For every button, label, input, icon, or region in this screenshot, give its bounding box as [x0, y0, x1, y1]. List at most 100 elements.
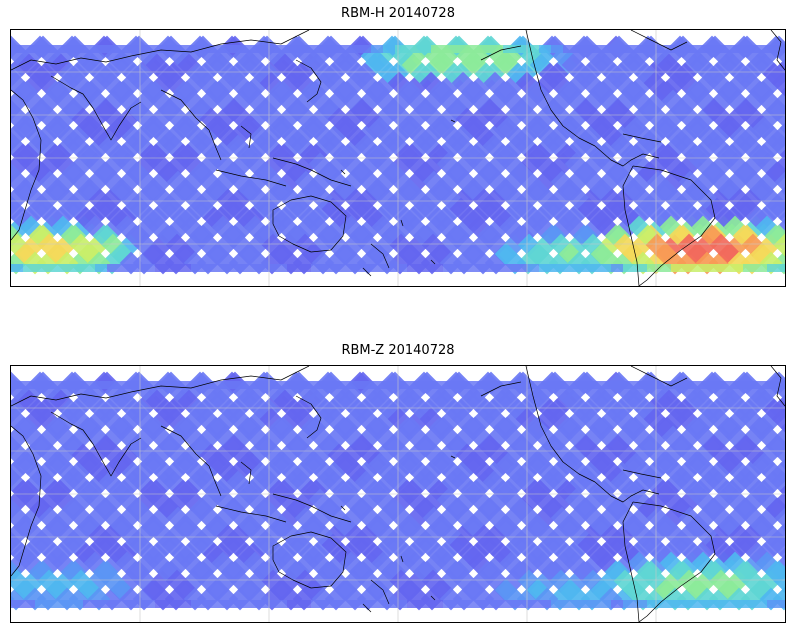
swath-edge: [527, 381, 539, 389]
swath-edge: [551, 264, 563, 272]
swath-edge: [239, 600, 251, 608]
swath-edge: [731, 600, 743, 608]
swath-edge: [491, 264, 503, 272]
coastline: [340, 169, 346, 175]
map-canvas-rbm-h: [11, 30, 785, 286]
swath-edge: [767, 381, 779, 389]
swath-cell: [775, 107, 785, 131]
swath-edge: [167, 381, 179, 389]
swath-edge: [407, 45, 419, 53]
swath-edge: [407, 381, 419, 389]
swath-edge: [275, 45, 287, 53]
swath-edge: [503, 264, 515, 272]
swath-edge: [59, 381, 71, 389]
swath-edge: [515, 45, 527, 53]
swath-edge: [587, 381, 599, 389]
swath-edge: [503, 45, 515, 53]
swath-edge: [659, 600, 671, 608]
swath-edge: [707, 381, 719, 389]
swath-edge: [371, 264, 383, 272]
swath-edge: [83, 381, 95, 389]
swath-edge: [779, 264, 785, 272]
map-panel-rbm-h: [10, 29, 786, 287]
swath-edge: [623, 600, 635, 608]
swath-edge: [695, 45, 707, 53]
swath-edge: [275, 264, 287, 272]
swath-edge: [395, 264, 407, 272]
coastline: [622, 501, 640, 622]
swath-edge: [143, 45, 155, 53]
coastline: [295, 59, 322, 103]
swath-edge: [755, 45, 767, 53]
swath-edge: [251, 600, 263, 608]
swath-edge: [23, 264, 35, 272]
coastline: [215, 169, 287, 187]
coastline: [11, 89, 42, 241]
swath-edge: [167, 600, 179, 608]
coastline: [450, 119, 456, 123]
swath-edge: [11, 264, 23, 272]
swath-edge: [551, 45, 563, 53]
swath-edge: [491, 381, 503, 389]
swath-edge: [11, 381, 23, 389]
coastline: [525, 366, 596, 483]
swath-edge: [515, 600, 527, 608]
swath-layer: [11, 35, 785, 275]
swath-edge: [407, 264, 419, 272]
swath-edge: [695, 600, 707, 608]
swath-edge: [647, 600, 659, 608]
swath-edge: [71, 381, 83, 389]
swath-edge: [95, 45, 107, 53]
swath-edge: [287, 600, 299, 608]
swath-edge: [719, 600, 731, 608]
swath-edge: [683, 600, 695, 608]
swath-edge: [155, 264, 167, 272]
coastline: [594, 145, 660, 167]
swath-edge: [419, 381, 431, 389]
swath-edge: [395, 45, 407, 53]
coastline: [770, 30, 785, 71]
coastline: [622, 469, 662, 479]
swath-edge: [635, 45, 647, 53]
swath-edge: [467, 264, 479, 272]
coastline: [622, 165, 640, 286]
swath-edge: [227, 381, 239, 389]
swath-edge: [11, 600, 23, 608]
swath-edge: [599, 600, 611, 608]
swath-edge: [131, 381, 143, 389]
swath-edge: [707, 45, 719, 53]
swath-edge: [743, 381, 755, 389]
coastline: [50, 411, 142, 477]
swath-edge: [167, 264, 179, 272]
coastline: [430, 595, 436, 601]
swath-edge: [323, 264, 335, 272]
swath-edge: [227, 45, 239, 53]
swath-edge: [251, 381, 263, 389]
swath-edge: [239, 381, 251, 389]
swath-edge: [131, 45, 143, 53]
swath-edge: [731, 45, 743, 53]
swath-edge: [539, 600, 551, 608]
swath-edge: [443, 45, 455, 53]
swath-edge: [59, 264, 71, 272]
swath-edge: [719, 264, 731, 272]
swath-edge: [671, 264, 683, 272]
swath-edge: [95, 381, 107, 389]
swath-edge: [695, 381, 707, 389]
swath-edge: [479, 381, 491, 389]
swath-edge: [371, 600, 383, 608]
swath-edge: [671, 381, 683, 389]
swath-edge: [575, 381, 587, 389]
coastline: [160, 425, 222, 497]
coastline: [594, 481, 660, 503]
swath-edge: [359, 264, 371, 272]
swath-edge: [707, 600, 719, 608]
swath-edge: [719, 381, 731, 389]
swath-edge: [119, 381, 131, 389]
swath-edge: [491, 600, 503, 608]
swath-edge: [395, 381, 407, 389]
coastline: [50, 75, 142, 141]
coastline: [525, 30, 596, 147]
swath-edge: [575, 600, 587, 608]
swath-edge: [779, 45, 785, 53]
